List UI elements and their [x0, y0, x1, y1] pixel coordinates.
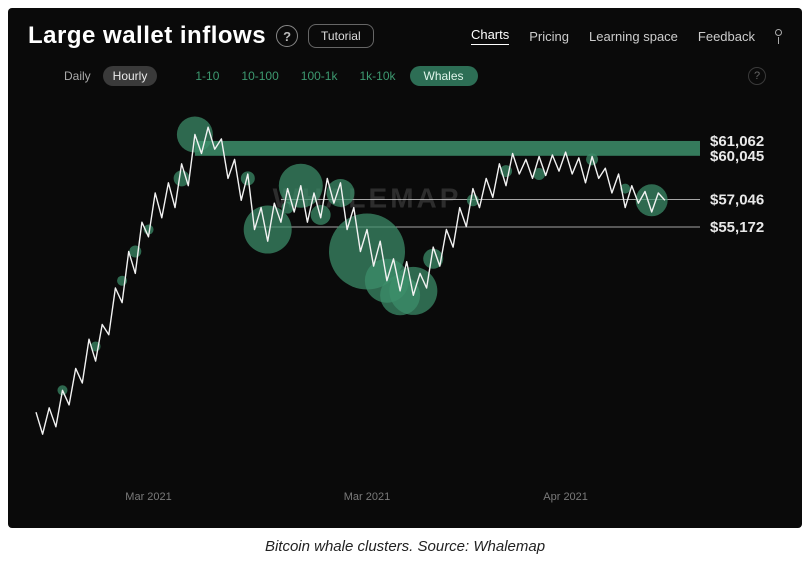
- range-10-100[interactable]: 10-100: [233, 66, 286, 86]
- svg-text:$57,046: $57,046: [710, 192, 764, 209]
- chart-area: WHALEMAP$61,062$60,045$57,046$55,172Mar …: [32, 94, 784, 510]
- topbar: Large wallet inflows ? Tutorial Charts P…: [8, 8, 802, 60]
- price-chart: WHALEMAP$61,062$60,045$57,046$55,172Mar …: [32, 94, 784, 510]
- timeframe-hourly[interactable]: Hourly: [103, 66, 158, 86]
- filters-row: Daily Hourly 1-10 10-100 100-1k 1k-10k W…: [8, 60, 802, 90]
- range-segment: 1-10 10-100 100-1k 1k-10k Whales: [187, 66, 477, 86]
- nav-feedback[interactable]: Feedback: [698, 29, 755, 44]
- app-window: Large wallet inflows ? Tutorial Charts P…: [8, 8, 802, 528]
- location-pin-icon[interactable]: [775, 29, 782, 44]
- tutorial-button[interactable]: Tutorial: [308, 24, 374, 48]
- svg-text:Mar 2021: Mar 2021: [125, 491, 171, 503]
- range-100-1k[interactable]: 100-1k: [293, 66, 346, 86]
- range-1k-10k[interactable]: 1k-10k: [351, 66, 403, 86]
- range-whales[interactable]: Whales: [410, 66, 478, 86]
- chart-help-icon[interactable]: ?: [748, 67, 766, 85]
- page-title: Large wallet inflows: [28, 22, 266, 50]
- svg-text:$60,045: $60,045: [710, 148, 764, 165]
- nav-pricing[interactable]: Pricing: [529, 29, 569, 44]
- help-icon[interactable]: ?: [276, 25, 298, 47]
- nav-charts[interactable]: Charts: [471, 27, 509, 45]
- caption: Bitcoin whale clusters. Source: Whalemap: [8, 538, 802, 555]
- nav-learning[interactable]: Learning space: [589, 29, 678, 44]
- range-1-10[interactable]: 1-10: [187, 66, 227, 86]
- timeframe-segment: Daily Hourly: [54, 66, 157, 86]
- svg-text:Apr 2021: Apr 2021: [543, 491, 588, 503]
- timeframe-daily[interactable]: Daily: [54, 66, 101, 86]
- svg-text:Mar 2021: Mar 2021: [344, 491, 390, 503]
- top-nav: Charts Pricing Learning space Feedback: [471, 27, 782, 45]
- svg-text:$55,172: $55,172: [710, 219, 764, 236]
